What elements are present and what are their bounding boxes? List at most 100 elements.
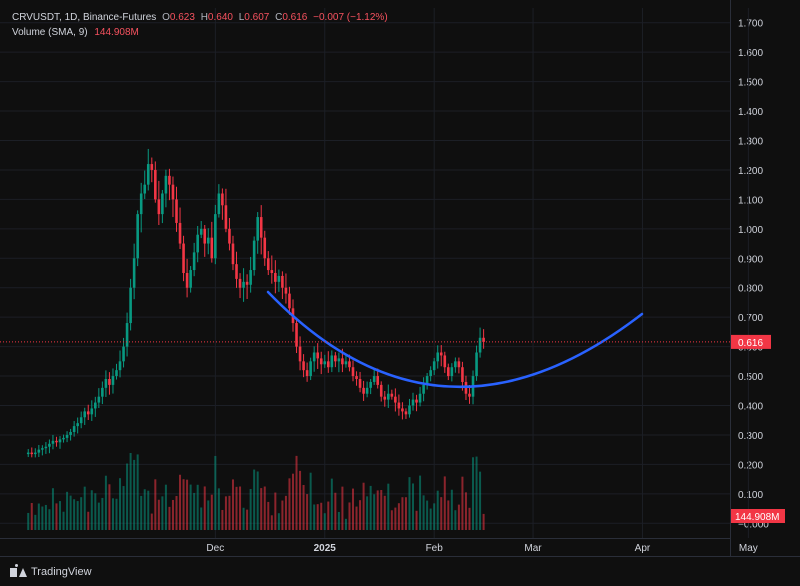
volume-bar — [200, 507, 203, 530]
volume-bar — [479, 471, 482, 530]
candle-body — [122, 346, 125, 362]
y-tick-label: −0.000 — [738, 519, 769, 530]
volume-bar — [242, 507, 245, 530]
volume-bar — [41, 506, 44, 530]
volume-bar — [111, 498, 114, 530]
candle-body — [401, 408, 404, 412]
candle-body — [26, 452, 30, 455]
volume-bar — [97, 502, 100, 530]
volume-bar — [175, 496, 178, 530]
volume-bar — [330, 478, 333, 530]
candle-body — [475, 352, 478, 377]
candle-body — [443, 355, 447, 368]
symbol-label[interactable]: CRVUSDT, 1D, Binance-Futures — [12, 12, 157, 23]
volume-bar — [288, 478, 291, 530]
volume-bar — [62, 511, 65, 530]
volume-bar — [270, 515, 273, 530]
y-tick-label: 1.600 — [738, 48, 763, 59]
candle-body — [44, 446, 48, 449]
volume-bar — [352, 488, 354, 530]
volume-bar — [133, 459, 136, 530]
high-label: H — [200, 12, 208, 23]
candle-body — [94, 402, 97, 409]
volume-bar — [203, 486, 206, 530]
candle-body — [319, 358, 323, 365]
volume-bar — [235, 486, 238, 530]
candle-body — [372, 376, 376, 382]
candle-body — [429, 370, 432, 377]
candle-body — [224, 205, 228, 229]
volume-bar — [348, 502, 351, 530]
candle-body — [182, 243, 185, 273]
candle-body — [432, 361, 436, 371]
volume-bar — [101, 497, 104, 530]
candle-body — [281, 275, 284, 288]
candle-body — [316, 352, 319, 359]
candle-body — [457, 361, 461, 368]
volume-bar — [422, 495, 425, 530]
candle-body — [454, 361, 457, 368]
candle-body — [334, 355, 337, 362]
candle-body — [344, 361, 348, 365]
volume-bar — [90, 490, 93, 530]
volume-bar — [284, 495, 287, 530]
volume-bar — [482, 513, 485, 530]
volume-bar — [433, 503, 436, 530]
volume-bar — [355, 506, 358, 530]
candle-body — [450, 367, 454, 377]
candle-body — [422, 384, 425, 394]
candle-body — [408, 405, 411, 415]
volume-bar — [129, 453, 132, 530]
candle-body — [249, 270, 252, 285]
candle-body — [302, 361, 305, 371]
volume-bar — [464, 492, 467, 530]
close-label: C — [275, 12, 283, 23]
candle-body — [51, 440, 55, 444]
candle-body — [404, 411, 408, 415]
candle-body — [394, 396, 397, 403]
tradingview-logo[interactable]: TradingView — [10, 563, 92, 579]
volume-bar — [66, 491, 69, 530]
candle-body — [65, 434, 69, 438]
volume-bar — [217, 488, 220, 530]
volume-bar — [80, 497, 83, 530]
candle-body — [185, 273, 189, 288]
candle-body — [228, 228, 231, 244]
open-value: 0.623 — [169, 12, 195, 23]
x-tick-label: Feb — [426, 543, 444, 554]
volume-bar — [397, 503, 400, 530]
volume-bar — [373, 494, 376, 530]
high-value: 0.640 — [207, 12, 233, 23]
y-tick-label: 1.000 — [738, 225, 763, 236]
candle-body — [69, 432, 72, 435]
y-tick-label: 0.800 — [738, 284, 763, 295]
volume-bar — [263, 486, 266, 530]
volume-bar — [274, 492, 277, 530]
candle-body — [136, 214, 139, 259]
y-tick-label: 1.500 — [738, 78, 763, 89]
volume-bar — [281, 500, 284, 530]
candle-body — [425, 376, 429, 385]
volume-bar — [390, 510, 393, 530]
candle-body — [358, 379, 362, 388]
volume-bar — [249, 489, 252, 530]
candle-body — [288, 293, 291, 309]
volume-bar — [59, 501, 62, 530]
candle-body — [418, 393, 422, 403]
candle-body — [48, 443, 51, 447]
volume-bar — [461, 476, 464, 530]
candle-body — [369, 381, 372, 388]
volume-bar — [115, 498, 118, 530]
volume-label[interactable]: Volume (SMA, 9) — [12, 27, 88, 38]
volume-bar — [30, 503, 33, 530]
candle-body — [125, 323, 129, 347]
volume-bar — [157, 499, 160, 530]
volume-bar — [302, 485, 305, 530]
legend-line-price: CRVUSDT, 1D, Binance-Futures O0.623 H0.6… — [12, 10, 388, 25]
candle-body — [129, 287, 132, 324]
volume-bar — [309, 472, 312, 530]
volume-bar — [214, 455, 217, 530]
candle-body — [192, 252, 196, 271]
candle-body — [79, 417, 83, 424]
